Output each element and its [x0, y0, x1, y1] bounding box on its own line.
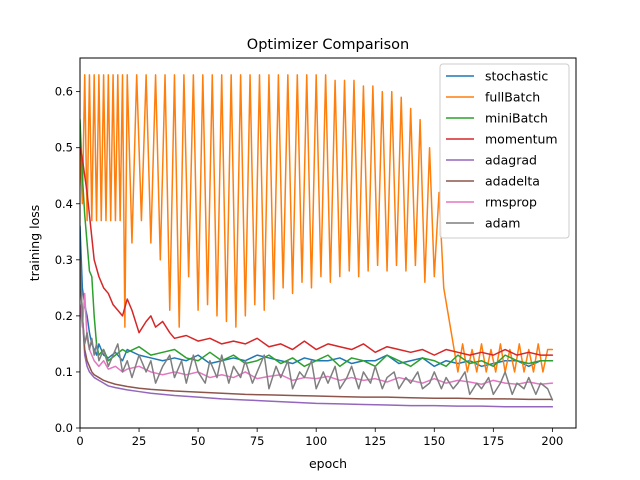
- y-tick-label: 0.4: [55, 197, 73, 211]
- y-tick-label: 0.5: [55, 141, 73, 155]
- legend-label-adam: adam: [485, 216, 520, 231]
- y-tick-label: 0.0: [55, 421, 73, 435]
- plot-frame: [79, 57, 577, 429]
- series-line-adadelta: [80, 259, 554, 401]
- y-tick-label: 0.6: [55, 85, 73, 99]
- y-tick-label: 0.1: [55, 365, 73, 379]
- axis-ticks: 0 25 50 75 100 125 150 175 200 0.0 0.1 0.2 0.3 0.4 0.5…: [55, 85, 564, 448]
- series-line-momentum: [80, 146, 554, 356]
- series-line-adam: [80, 259, 554, 401]
- series-line-rmsprop: [80, 292, 554, 386]
- legend-label-rmsprop: rmsprop: [485, 195, 537, 210]
- x-tick-label: 200: [541, 434, 563, 448]
- x-tick-label: 175: [482, 434, 504, 448]
- x-tick-label: 125: [364, 434, 386, 448]
- legend-label-adadelta: adadelta: [485, 174, 540, 189]
- x-tick-label: 25: [132, 434, 147, 448]
- legend: stochastic fullBatch miniBatch momentum adag…: [439, 63, 570, 239]
- y-axis-label: training loss: [27, 205, 42, 282]
- series-line-adagrad: [80, 259, 554, 408]
- y-tick-label: 0.2: [55, 309, 73, 323]
- legend-box: [439, 63, 570, 239]
- x-axis-label: epoch: [309, 456, 347, 471]
- legend-label-fullBatch: fullBatch: [485, 90, 540, 105]
- legend-label-momentum: momentum: [485, 132, 558, 147]
- x-tick-label: 100: [305, 434, 327, 448]
- chart-title: Optimizer Comparison: [247, 37, 409, 53]
- x-tick-label: 150: [423, 434, 445, 448]
- series-line-fullBatch: [80, 74, 554, 373]
- x-tick-label: 0: [76, 434, 83, 448]
- legend-label-stochastic: stochastic: [485, 69, 548, 84]
- y-tick-label: 0.3: [55, 253, 73, 267]
- x-tick-label: 75: [250, 434, 265, 448]
- legend-label-adagrad: adagrad: [485, 153, 537, 168]
- x-tick-label: 50: [191, 434, 206, 448]
- legend-label-miniBatch: miniBatch: [485, 111, 548, 126]
